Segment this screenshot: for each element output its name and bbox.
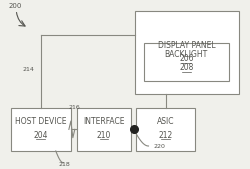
Text: 210: 210 — [97, 131, 111, 140]
Text: 200: 200 — [9, 3, 22, 9]
Text: 212: 212 — [159, 131, 173, 140]
Text: 218: 218 — [58, 162, 70, 167]
FancyBboxPatch shape — [135, 11, 239, 94]
Text: 214: 214 — [23, 67, 34, 72]
Text: 206: 206 — [180, 54, 194, 63]
Text: DISPLAY PANEL: DISPLAY PANEL — [158, 41, 216, 50]
FancyBboxPatch shape — [77, 108, 131, 151]
Text: 216: 216 — [68, 105, 80, 110]
Text: 220: 220 — [154, 144, 165, 149]
Text: 204: 204 — [34, 131, 48, 140]
FancyBboxPatch shape — [144, 43, 229, 81]
Text: BACKLIGHT: BACKLIGHT — [164, 50, 208, 59]
Text: HOST DEVICE: HOST DEVICE — [15, 117, 67, 126]
Text: ASIC: ASIC — [157, 117, 174, 126]
Text: INTERFACE: INTERFACE — [83, 117, 125, 126]
Text: 208: 208 — [179, 63, 194, 72]
FancyBboxPatch shape — [136, 108, 196, 151]
FancyBboxPatch shape — [11, 108, 70, 151]
